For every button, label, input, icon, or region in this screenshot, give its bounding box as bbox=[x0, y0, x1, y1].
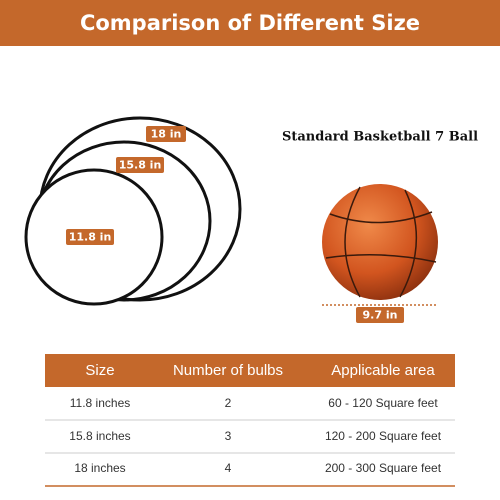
ring-label: 18 in bbox=[151, 128, 182, 141]
table-cell: 120 - 200 Square feet bbox=[325, 429, 442, 443]
table-cell: 200 - 300 Square feet bbox=[325, 461, 442, 475]
ring-tag bbox=[116, 157, 164, 173]
header-bar bbox=[0, 0, 500, 46]
ring-tag bbox=[146, 126, 186, 142]
ball-tag bbox=[356, 307, 404, 323]
table-header bbox=[45, 354, 455, 387]
ring-tag bbox=[66, 229, 114, 245]
basketball bbox=[322, 184, 438, 300]
column-header: Number of bulbs bbox=[173, 362, 283, 379]
ring-label: 11.8 in bbox=[69, 231, 112, 244]
column-header: Applicable area bbox=[331, 362, 435, 379]
table-cell: 4 bbox=[225, 461, 232, 475]
ring-label: 15.8 in bbox=[119, 159, 162, 172]
table-cell: 60 - 120 Square feet bbox=[328, 396, 438, 410]
column-header: Size bbox=[85, 362, 114, 379]
table-cell: 18 inches bbox=[74, 461, 125, 475]
table-cell: 15.8 inches bbox=[69, 429, 130, 443]
table-cell: 11.8 inches bbox=[70, 396, 131, 410]
ball-title: Standard Basketball 7 Ball bbox=[282, 130, 478, 145]
table-cell: 2 bbox=[225, 396, 232, 410]
ball-label: 9.7 in bbox=[363, 309, 398, 322]
table-cell: 3 bbox=[225, 429, 232, 443]
header-title: Comparison of Different Size bbox=[80, 11, 420, 35]
